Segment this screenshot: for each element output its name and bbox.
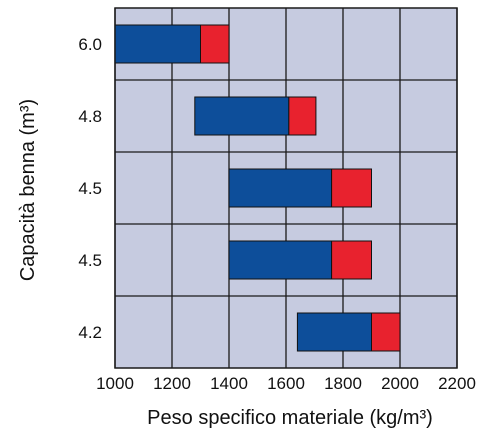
- plot-frame: [114, 7, 458, 369]
- x-tick-label: 1000: [96, 374, 134, 393]
- y-tick-label: 4.5: [78, 179, 102, 198]
- x-tick-label: 1800: [324, 374, 362, 393]
- y-tick-label: 6.0: [78, 35, 102, 54]
- bar-segment-blue: [228, 168, 333, 208]
- bar-segment-red: [288, 96, 317, 136]
- x-tick-label: 2200: [438, 374, 476, 393]
- bars: [114, 24, 401, 352]
- y-tick-label: 4.2: [78, 323, 102, 342]
- bar-segment-blue: [296, 312, 372, 352]
- bar-segment-red: [331, 168, 373, 208]
- bar-segment-blue: [114, 24, 201, 64]
- bar-segment-red: [371, 312, 401, 352]
- bar-segment-blue: [228, 240, 333, 280]
- bar-segment-red: [200, 24, 230, 64]
- bar-segment-red: [331, 240, 373, 280]
- x-tick-label: 1400: [210, 374, 248, 393]
- x-tick-label: 2000: [381, 374, 419, 393]
- y-tick-labels: 6.0 4.8 4.5 4.5 4.2: [78, 35, 102, 342]
- y-tick-label: 4.5: [78, 251, 102, 270]
- y-axis-title: Capacità benna (m³): [17, 99, 39, 281]
- x-tick-label: 1200: [153, 374, 191, 393]
- x-axis-title: Peso specifico materiale (kg/m³): [147, 407, 433, 429]
- bar-segment-blue: [194, 96, 290, 136]
- x-tick-label: 1600: [267, 374, 305, 393]
- y-tick-label: 4.8: [78, 107, 102, 126]
- x-tick-labels: 1000 1200 1400 1600 1800 2000 2200: [96, 374, 476, 393]
